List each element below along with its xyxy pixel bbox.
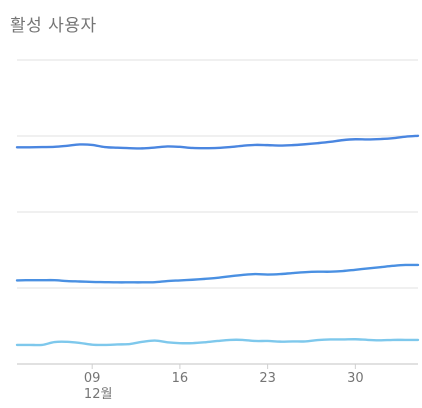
chart-title: 활성 사용자 bbox=[10, 16, 97, 36]
series-line-2 bbox=[15, 263, 420, 284]
series-line-1 bbox=[15, 134, 420, 150]
x-tick-label: 23 bbox=[259, 371, 276, 386]
x-tick-label: 09 bbox=[84, 371, 101, 386]
series-line-3 bbox=[15, 338, 420, 347]
x-tick-label: 16 bbox=[172, 371, 189, 386]
x-tick-label: 30 bbox=[347, 371, 364, 386]
x-tick-sublabel: 12월 bbox=[84, 387, 113, 402]
